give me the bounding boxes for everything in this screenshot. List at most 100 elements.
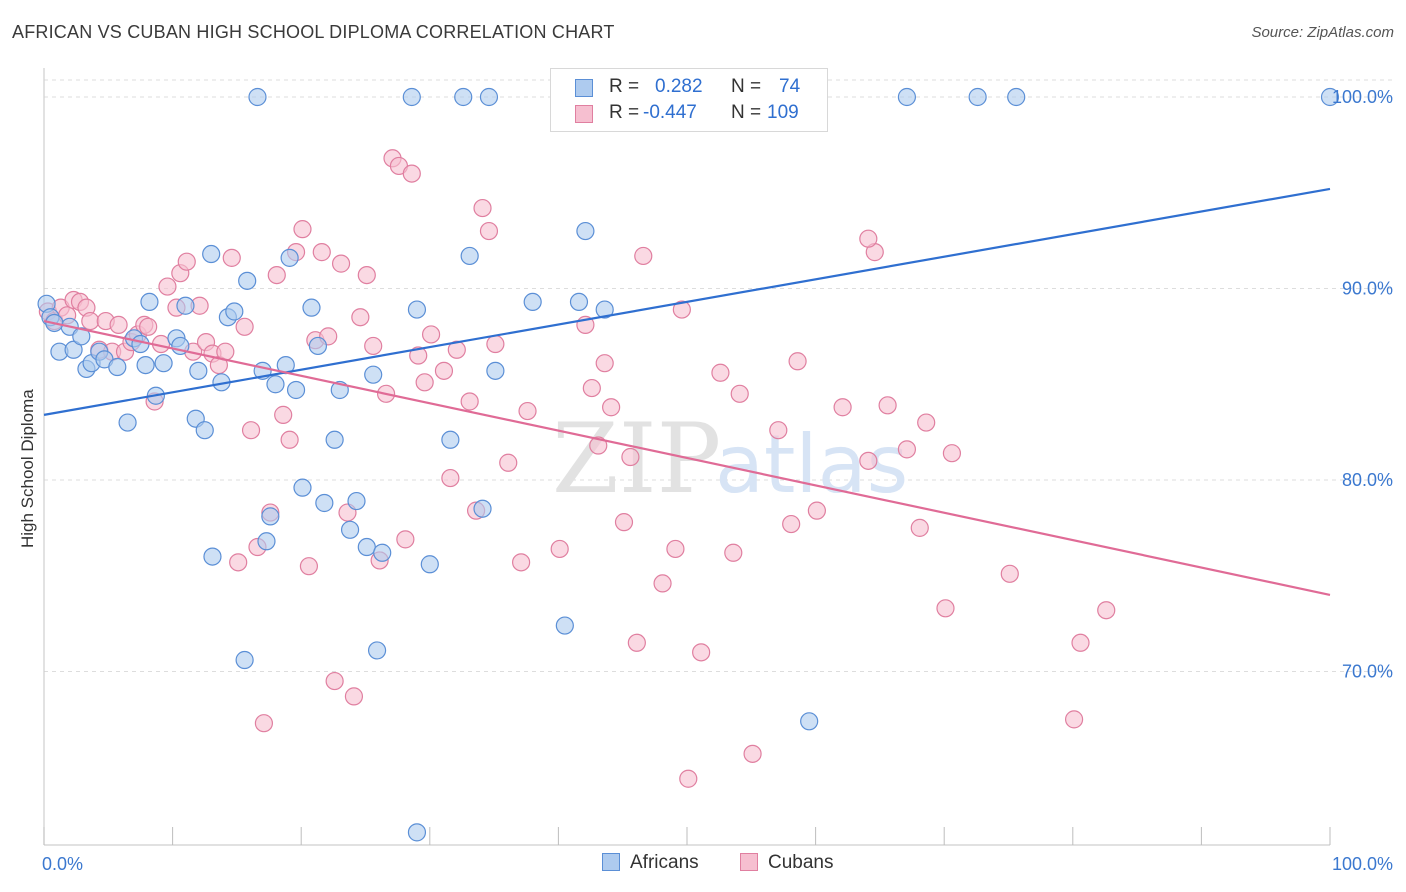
african-point xyxy=(340,520,360,539)
cuban-point xyxy=(351,308,370,327)
african-point xyxy=(1007,87,1026,107)
cuban-point xyxy=(589,436,608,455)
cuban-point xyxy=(222,248,241,267)
african-point xyxy=(473,499,492,518)
cuban-point xyxy=(859,229,878,248)
cuban-point xyxy=(917,413,936,432)
cuban-point xyxy=(602,398,621,417)
cuban-point xyxy=(364,336,383,356)
cuban-point xyxy=(672,300,691,319)
axes xyxy=(43,68,1331,846)
cuban-point xyxy=(312,243,331,262)
cuban-point xyxy=(634,246,653,266)
x-tick-label: 100.0% xyxy=(1332,854,1393,874)
african-point xyxy=(479,87,499,107)
cuban-point xyxy=(177,252,196,271)
cuban-point xyxy=(415,373,434,392)
african-point xyxy=(140,292,159,312)
african-point xyxy=(367,641,387,660)
cuban-point xyxy=(396,530,415,549)
cuban-point xyxy=(666,539,685,559)
bottom-cubans-swatch xyxy=(740,853,758,871)
legend-row-cubans: R = -0.447 N = 109 xyxy=(551,101,827,127)
cuban-point xyxy=(402,164,421,183)
african-point xyxy=(154,354,173,373)
watermark-atlas: atlas xyxy=(715,418,908,511)
african-point xyxy=(897,87,917,107)
african-point xyxy=(280,248,299,267)
cuban-point xyxy=(274,405,293,424)
african-point xyxy=(523,292,542,312)
african-point xyxy=(441,430,460,449)
y-tick-label: 100.0% xyxy=(1332,87,1393,107)
cuban-point xyxy=(158,277,177,296)
african-point xyxy=(1320,87,1340,107)
africans-trend-line xyxy=(43,187,1331,416)
cuban-point xyxy=(1097,601,1116,620)
african-point xyxy=(454,87,473,107)
cuban-point xyxy=(479,221,499,241)
african-point xyxy=(325,430,344,449)
cuban-point xyxy=(595,354,614,373)
cuban-point xyxy=(692,643,711,662)
cubans-swatch xyxy=(575,105,593,123)
cuban-point xyxy=(653,574,672,593)
african-point xyxy=(225,302,244,321)
african-point xyxy=(261,507,280,526)
african-point xyxy=(176,296,195,315)
african-point xyxy=(364,365,383,384)
cuban-point xyxy=(512,553,531,572)
bottom-africans-swatch xyxy=(602,853,620,871)
cuban-point xyxy=(473,198,492,218)
african-point xyxy=(555,616,574,635)
cuban-point xyxy=(936,599,955,618)
series-africans xyxy=(37,87,1340,842)
african-point xyxy=(203,547,222,566)
cuban-point xyxy=(441,468,460,488)
cuban-point xyxy=(833,398,852,417)
bottom-africans-label: Africans xyxy=(630,852,699,873)
african-point xyxy=(286,380,306,400)
african-point xyxy=(189,361,208,380)
african-point xyxy=(308,336,328,356)
african-point xyxy=(420,555,439,574)
cuban-point xyxy=(139,317,158,336)
african-point xyxy=(315,493,334,513)
african-point xyxy=(302,298,321,317)
trend-lines xyxy=(43,187,1331,596)
cuban-point xyxy=(499,453,518,472)
african-point xyxy=(373,543,392,562)
bottom-cubans-label: Cubans xyxy=(768,852,834,873)
cuban-point xyxy=(1071,633,1090,652)
african-point xyxy=(108,357,127,377)
chart-title: AFRICAN VS CUBAN HIGH SCHOOL DIPLOMA COR… xyxy=(12,22,615,42)
cuban-point xyxy=(878,396,897,415)
african-point xyxy=(407,300,427,319)
africans-swatch xyxy=(575,79,593,97)
african-point xyxy=(202,244,221,264)
cuban-point xyxy=(280,430,299,449)
africans-n-value: 74 xyxy=(779,76,801,97)
cuban-point xyxy=(434,361,454,380)
african-point xyxy=(195,421,214,440)
african-point xyxy=(238,271,257,290)
cuban-point xyxy=(267,265,286,285)
cuban-point xyxy=(518,401,537,421)
cuban-point xyxy=(357,265,376,285)
cuban-point xyxy=(782,514,801,534)
cuban-point xyxy=(81,311,100,331)
cuban-point xyxy=(724,543,743,562)
african-point xyxy=(402,87,421,107)
cuban-point xyxy=(942,444,962,463)
y-tick-label: 70.0% xyxy=(1342,662,1393,682)
y-axis-title: High School Diploma xyxy=(18,389,37,548)
cuban-point xyxy=(421,325,441,344)
cuban-point xyxy=(460,392,479,411)
african-point xyxy=(235,650,254,670)
cuban-point xyxy=(254,714,274,733)
african-point xyxy=(64,340,83,359)
bottom-legend-cubans: Cubans xyxy=(740,852,834,874)
cuban-point xyxy=(325,671,344,691)
cuban-point xyxy=(621,447,640,467)
